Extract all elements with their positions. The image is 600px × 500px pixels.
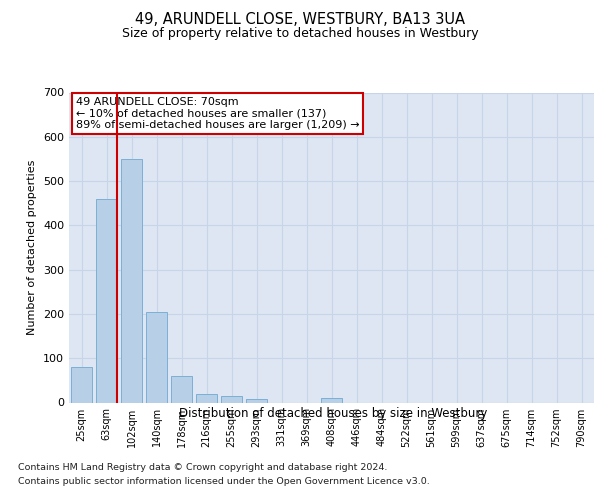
Bar [321, 398, 342, 402]
Text: Contains public sector information licensed under the Open Government Licence v3: Contains public sector information licen… [18, 478, 430, 486]
Text: 49 ARUNDELL CLOSE: 70sqm
← 10% of detached houses are smaller (137)
89% of semi-: 49 ARUNDELL CLOSE: 70sqm ← 10% of detach… [76, 97, 359, 130]
Bar [171, 376, 192, 402]
Bar [221, 396, 242, 402]
Bar [96, 199, 117, 402]
Bar [246, 399, 267, 402]
Y-axis label: Number of detached properties: Number of detached properties [28, 160, 37, 335]
Bar [146, 312, 167, 402]
Text: Distribution of detached houses by size in Westbury: Distribution of detached houses by size … [179, 408, 487, 420]
Bar [121, 159, 142, 402]
Text: Contains HM Land Registry data © Crown copyright and database right 2024.: Contains HM Land Registry data © Crown c… [18, 462, 388, 471]
Text: Size of property relative to detached houses in Westbury: Size of property relative to detached ho… [122, 28, 478, 40]
Bar [196, 394, 217, 402]
Bar [71, 367, 92, 402]
Text: 49, ARUNDELL CLOSE, WESTBURY, BA13 3UA: 49, ARUNDELL CLOSE, WESTBURY, BA13 3UA [135, 12, 465, 28]
